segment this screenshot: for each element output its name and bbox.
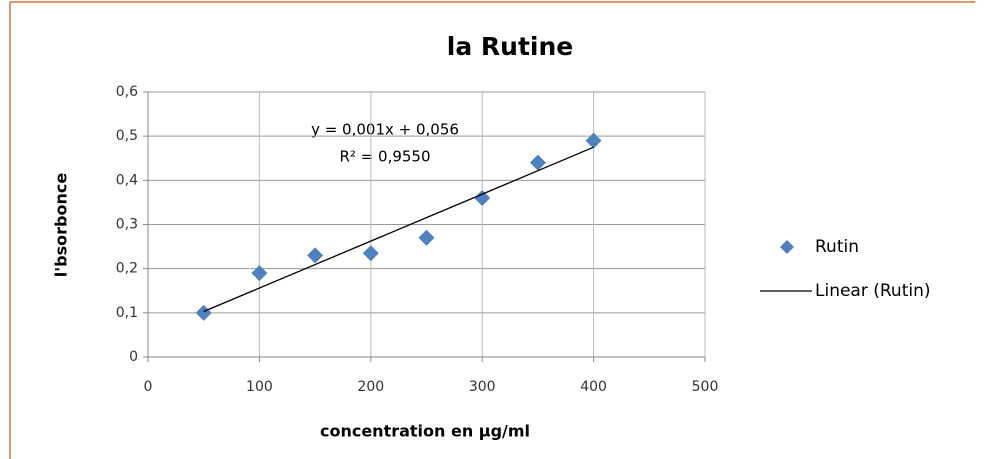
y-tick-label: 0 [129, 349, 138, 365]
x-tick-label: 200 [357, 379, 384, 395]
r-squared: R² = 0,9550 [339, 148, 430, 166]
chart-title: la Rutine [447, 32, 573, 61]
equation: y = 0,001x + 0,056 [311, 121, 459, 139]
x-tick-label: 500 [692, 379, 719, 395]
y-axis-label: l'bsorbonce [52, 173, 71, 278]
legend-label: Linear (Rutin) [815, 281, 931, 301]
legend-marker [780, 240, 794, 254]
x-tick-label: 300 [469, 379, 496, 395]
point [251, 265, 268, 282]
y-tick-label: 0,1 [116, 305, 138, 321]
y-tick-label: 0,5 [116, 128, 138, 144]
trendline [203, 146, 594, 313]
point [529, 154, 546, 171]
y-tick-label: 0,6 [116, 84, 138, 100]
x-tick-label: 0 [144, 379, 153, 395]
y-tick-label: 0,4 [116, 172, 138, 188]
point [195, 304, 212, 321]
point [585, 132, 602, 149]
point [418, 229, 435, 246]
legend-label: Rutin [815, 237, 859, 257]
y-tick-label: 0,2 [116, 261, 138, 277]
x-axis-label: concentration en µg/ml [320, 422, 530, 441]
y-tick-label: 0,3 [116, 217, 138, 233]
x-tick-label: 100 [246, 379, 273, 395]
point [474, 190, 491, 206]
point [307, 247, 324, 264]
point [362, 245, 379, 262]
x-tick-label: 400 [580, 379, 607, 395]
